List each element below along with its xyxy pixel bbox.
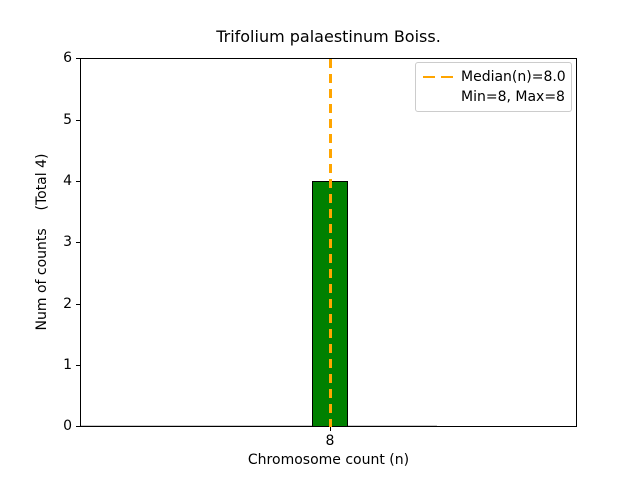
y-tick-mark xyxy=(76,241,80,243)
y-tick-mark xyxy=(76,180,80,182)
y-tick-label: 6 xyxy=(63,50,72,66)
x-axis-label: Chromosome count (n) xyxy=(247,452,410,468)
y-axis-label: Num of counts (Total 4) xyxy=(34,153,50,331)
y-tick-label: 5 xyxy=(63,112,72,128)
y-tick-mark xyxy=(76,57,80,59)
legend: Median(n)=8.0 Min=8, Max=8 xyxy=(415,62,572,112)
y-tick-mark xyxy=(76,425,80,427)
y-tick-label: 0 xyxy=(63,418,72,434)
y-tick-label: 2 xyxy=(63,296,72,312)
y-tick-mark xyxy=(76,303,80,305)
median-dashed-line xyxy=(329,59,332,427)
legend-item-minmax: Min=8, Max=8 xyxy=(423,87,565,107)
legend-item-median: Median(n)=8.0 xyxy=(423,67,566,87)
y-tick-label: 3 xyxy=(63,234,72,250)
legend-sample-empty xyxy=(423,87,453,107)
dashed-line-icon xyxy=(423,67,453,87)
y-tick-label: 4 xyxy=(63,173,72,189)
y-tick-label: 1 xyxy=(63,357,72,373)
legend-label-minmax: Min=8, Max=8 xyxy=(461,89,565,105)
y-tick-mark xyxy=(76,364,80,366)
x-tick-label: 8 xyxy=(325,433,335,449)
y-tick-mark xyxy=(76,119,80,121)
legend-label-median: Median(n)=8.0 xyxy=(461,69,566,85)
x-tick-mark xyxy=(329,427,331,431)
zero-height-bins-edge-line xyxy=(81,425,437,426)
chart-title: Trifolium palaestinum Boiss. xyxy=(216,27,441,46)
